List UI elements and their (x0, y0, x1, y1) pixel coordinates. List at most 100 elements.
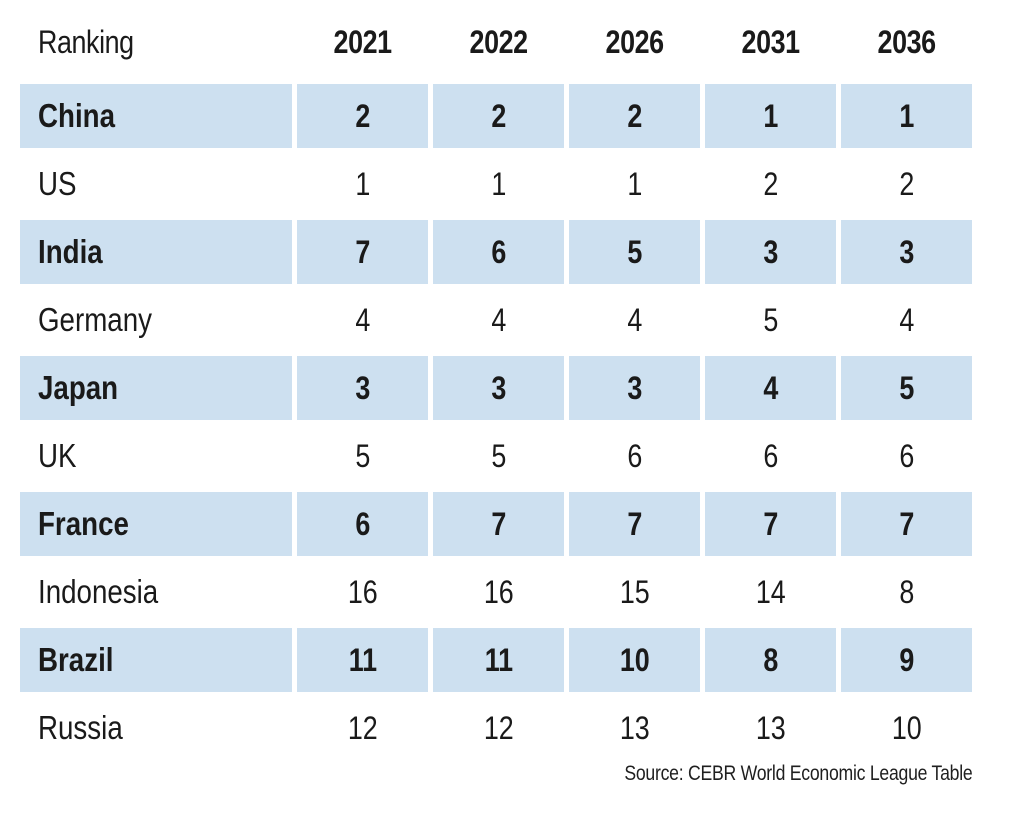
rank-cell-2036: 9 (841, 628, 972, 692)
rank-cell-2022: 16 (433, 560, 564, 624)
country-label: Indonesia (38, 573, 159, 610)
rank-cell-2022: 1 (433, 152, 564, 216)
table-row: India 7 6 5 3 3 (20, 220, 972, 284)
rank-value: 6 (627, 437, 642, 474)
rank-value: 6 (491, 233, 506, 270)
table-row: Indonesia 16 16 15 14 8 (20, 560, 972, 624)
source-note-text: Source: CEBR World Economic League Table (623, 762, 972, 785)
rank-value: 5 (627, 233, 642, 270)
table-row: UK 5 5 6 6 6 (20, 424, 972, 488)
rank-value: 3 (491, 369, 506, 406)
table-body: China 2 2 2 1 1 (20, 84, 972, 760)
rank-cell-2021: 12 (297, 696, 428, 760)
country-cell: India (20, 220, 292, 284)
rank-value: 12 (347, 709, 378, 746)
table-row: Japan 3 3 3 4 5 (20, 356, 972, 420)
column-header-year-label: 2031 (741, 23, 800, 60)
country-label: France (38, 505, 129, 542)
rank-value: 4 (355, 301, 370, 338)
rank-cell-2036: 8 (841, 560, 972, 624)
rank-value: 7 (899, 505, 914, 542)
column-header-year-2022: 2022 (433, 24, 564, 61)
rank-cell-2021: 2 (297, 84, 428, 148)
rank-cell-2021: 16 (297, 560, 428, 624)
rank-value: 7 (763, 505, 778, 542)
rank-cell-2031: 5 (705, 288, 836, 352)
country-cell: France (20, 492, 292, 556)
rank-cell-2021: 6 (297, 492, 428, 556)
rank-cell-2026: 6 (569, 424, 700, 488)
rank-cell-2031: 2 (705, 152, 836, 216)
rank-cell-2026: 7 (569, 492, 700, 556)
rank-value: 4 (763, 369, 778, 406)
column-header-year-2026: 2026 (569, 24, 700, 61)
rank-cell-2031: 8 (705, 628, 836, 692)
column-header-year-label: 2021 (333, 23, 392, 60)
rank-cell-2022: 12 (433, 696, 564, 760)
column-header-year-label: 2026 (605, 23, 664, 60)
rank-value: 7 (355, 233, 370, 270)
rank-value: 9 (899, 641, 914, 678)
rank-cell-2026: 5 (569, 220, 700, 284)
rank-cell-2022: 7 (433, 492, 564, 556)
country-cell: Brazil (20, 628, 292, 692)
rank-value: 11 (484, 641, 513, 678)
table-row: France 6 7 7 7 7 (20, 492, 972, 556)
country-label: Brazil (38, 641, 114, 678)
country-label: Russia (38, 709, 123, 746)
rank-cell-2036: 10 (841, 696, 972, 760)
rank-value: 1 (899, 97, 914, 134)
country-cell: UK (20, 424, 292, 488)
rank-value: 7 (627, 505, 642, 542)
rank-cell-2021: 3 (297, 356, 428, 420)
rank-cell-2026: 4 (569, 288, 700, 352)
rank-cell-2026: 3 (569, 356, 700, 420)
rank-value: 1 (763, 97, 778, 134)
country-label: US (38, 165, 77, 202)
rank-cell-2036: 1 (841, 84, 972, 148)
rank-value: 2 (627, 97, 642, 134)
table-row: Germany 4 4 4 5 4 (20, 288, 972, 352)
rank-cell-2031: 14 (705, 560, 836, 624)
rank-cell-2026: 13 (569, 696, 700, 760)
country-cell: Japan (20, 356, 292, 420)
rank-value: 2 (355, 97, 370, 134)
rank-cell-2022: 5 (433, 424, 564, 488)
rank-value: 2 (899, 165, 914, 202)
table-row: China 2 2 2 1 1 (20, 84, 972, 148)
country-label: Germany (38, 301, 153, 338)
rank-value: 5 (491, 437, 506, 474)
rank-value: 3 (763, 233, 778, 270)
rank-value: 8 (763, 641, 778, 678)
rank-cell-2026: 10 (569, 628, 700, 692)
rank-value: 16 (483, 573, 514, 610)
column-header-ranking: Ranking (20, 24, 292, 61)
column-header-year-2021: 2021 (297, 24, 428, 61)
country-label: India (38, 233, 103, 270)
rank-value: 5 (763, 301, 778, 338)
rank-cell-2036: 4 (841, 288, 972, 352)
rank-value: 2 (491, 97, 506, 134)
rank-value: 6 (355, 505, 370, 542)
rank-value: 4 (491, 301, 506, 338)
column-header-year-2031: 2031 (705, 24, 836, 61)
country-cell: Indonesia (20, 560, 292, 624)
rank-cell-2031: 6 (705, 424, 836, 488)
rank-cell-2021: 5 (297, 424, 428, 488)
rank-value: 10 (891, 709, 922, 746)
rank-value: 2 (763, 165, 778, 202)
rank-cell-2021: 1 (297, 152, 428, 216)
rank-cell-2036: 5 (841, 356, 972, 420)
ranking-table: Ranking 2021 2022 2026 2031 2036 China (20, 0, 972, 764)
rank-cell-2031: 4 (705, 356, 836, 420)
rank-cell-2022: 11 (433, 628, 564, 692)
rank-value: 10 (619, 641, 650, 678)
rank-cell-2021: 11 (297, 628, 428, 692)
rank-value: 7 (491, 505, 506, 542)
country-label: UK (38, 437, 77, 474)
table-row: US 1 1 1 2 2 (20, 152, 972, 216)
rank-value: 6 (763, 437, 778, 474)
rank-cell-2036: 7 (841, 492, 972, 556)
rank-cell-2036: 3 (841, 220, 972, 284)
